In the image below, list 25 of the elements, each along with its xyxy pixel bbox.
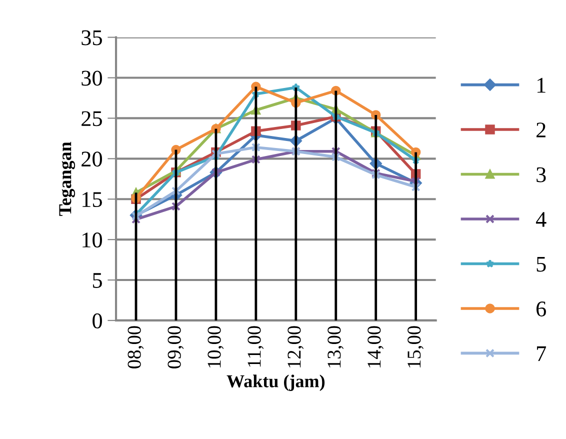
x-tick-label: 12,00 <box>288 326 304 368</box>
x-tick-label: 13,00 <box>328 326 344 368</box>
legend-label: 2 <box>536 122 546 138</box>
y-tick-label: 0 <box>92 313 102 328</box>
legend-label: 3 <box>536 167 546 182</box>
legend-label: 4 <box>536 212 546 227</box>
x-tick-label: 09,00 <box>168 326 184 368</box>
x-axis-title: Waktu (jam) <box>226 374 325 392</box>
y-tick-label: 25 <box>82 111 102 126</box>
x-tick-label: 08,00 <box>128 326 144 368</box>
y-axis-title: Tegangan <box>59 142 76 216</box>
legend-label: 1 <box>538 78 546 93</box>
y-tick-label: 20 <box>82 152 102 167</box>
y-tick-label: 15 <box>82 192 102 208</box>
y-tick-label: 5 <box>93 273 102 288</box>
x-tick-label: 10,00 <box>208 326 224 368</box>
y-tick-label: 35 <box>82 30 102 46</box>
x-tick-label: 14,00 <box>368 326 384 368</box>
x-tick-label: 11,00 <box>248 326 264 367</box>
x-tick-label: 15,00 <box>408 326 424 368</box>
legend-label: 7 <box>537 346 546 361</box>
legend-label: 5 <box>536 256 546 272</box>
y-tick-label: 10 <box>82 232 102 248</box>
y-tick-label: 30 <box>82 70 102 86</box>
legend-label: 6 <box>536 302 546 316</box>
